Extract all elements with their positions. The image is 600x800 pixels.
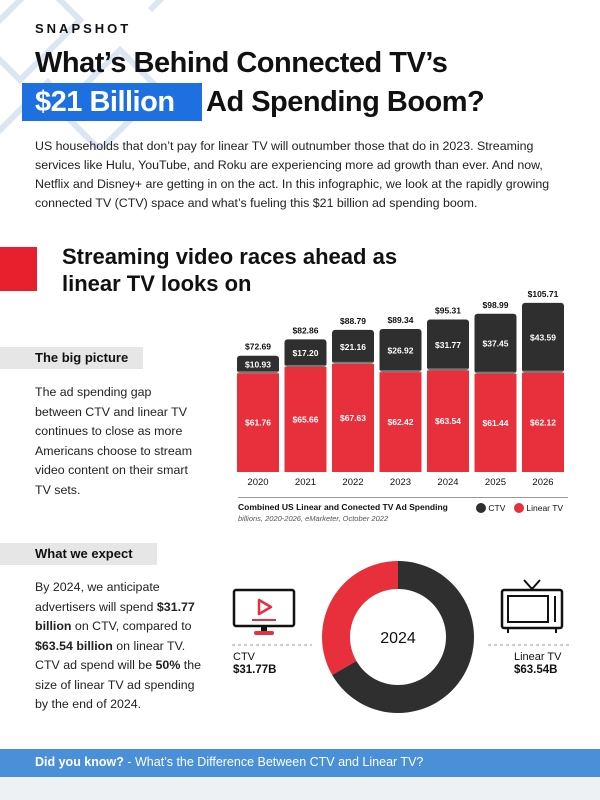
bar-linear-2023 xyxy=(379,372,422,472)
kicker: SNAPSHOT xyxy=(35,21,132,36)
linear-dash-line xyxy=(488,644,570,646)
did-you-know-label: Did you know? xyxy=(35,755,124,769)
bar-ctv-2025 xyxy=(474,313,517,374)
bar-ctv-2023 xyxy=(379,329,422,373)
donut-center-label: 2024 xyxy=(380,630,416,647)
legend-divider xyxy=(238,497,568,498)
donut-label-linear: Linear TV xyxy=(514,651,562,663)
expect-text: By 2024, we anticipate advertisers will … xyxy=(35,580,202,711)
data-label-total-2022: $88.79 xyxy=(340,316,366,326)
x-tick-2023: 2023 xyxy=(390,477,411,488)
data-label-ctv-2024: $31.77 xyxy=(435,340,461,350)
bar-linear-2025 xyxy=(474,373,517,472)
x-tick-2020: 2020 xyxy=(247,477,268,488)
legend-ctv-label: CTV xyxy=(488,503,506,513)
bar-separator-2022 xyxy=(332,361,374,364)
x-tick-2022: 2022 xyxy=(342,477,363,488)
chart-subtitle: billions, 2020-2026, eMarketer, October … xyxy=(238,514,389,523)
bar-ctv-2024 xyxy=(427,319,469,371)
donut-slice-linear-tv xyxy=(332,561,474,713)
big-picture-text: The ad spending gap between CTV and line… xyxy=(35,385,193,497)
did-you-know-bar xyxy=(0,749,600,777)
data-label-total-2024: $95.31 xyxy=(435,306,461,316)
title-highlight-box xyxy=(22,83,202,121)
data-label-ctv-2023: $26.92 xyxy=(388,346,414,356)
data-label-ctv-2025: $37.45 xyxy=(483,339,509,349)
data-label-linear-2020: $61.76 xyxy=(245,418,271,428)
donut-value-ctv: $31.77B xyxy=(233,664,277,676)
donut-value-linear: $63.54B xyxy=(514,664,558,676)
chart-caption: Combined US Linear and Conected TV Ad Sp… xyxy=(238,502,568,523)
page-title-line1: What’s Behind Connected TV’s xyxy=(35,47,448,79)
data-label-linear-2024: $63.54 xyxy=(435,416,461,426)
data-label-total-2020: $72.69 xyxy=(245,342,271,352)
bar-separator-2024 xyxy=(427,368,469,371)
bar-linear-2022 xyxy=(332,363,374,472)
data-label-linear-2026: $62.12 xyxy=(530,417,556,427)
bar-ctv-2020 xyxy=(237,355,279,374)
did-you-know-text: Did you know? - What’s the Difference Be… xyxy=(35,755,423,769)
intro-text: US households that don’t pay for linear … xyxy=(35,139,550,210)
bar-separator-2023 xyxy=(379,370,422,373)
title-highlight: $21 Billion xyxy=(35,86,175,118)
page-title-line2: Ad Spending Boom? xyxy=(206,86,485,118)
data-label-total-2021: $82.86 xyxy=(293,325,319,335)
donut-slice-ctv xyxy=(321,561,398,675)
retro-tv-icon xyxy=(500,579,564,633)
data-label-total-2026: $105.71 xyxy=(528,289,559,299)
legend-ctv-dot xyxy=(476,503,486,513)
data-label-ctv-2021: $17.20 xyxy=(293,348,319,358)
bar-linear-2021 xyxy=(284,366,327,472)
data-label-ctv-2026: $43.59 xyxy=(530,333,556,343)
did-you-know-link[interactable]: - What’s the Difference Between CTV and … xyxy=(123,755,424,769)
legend-ctv: CTV xyxy=(476,503,505,513)
bar-ctv-2026 xyxy=(522,302,564,373)
bar-ctv-2021 xyxy=(284,339,327,367)
x-tick-2021: 2021 xyxy=(295,477,316,488)
section-title: Streaming video races ahead as linear TV… xyxy=(62,244,398,296)
data-label-ctv-2020: $10.93 xyxy=(245,359,271,369)
x-tick-2026: 2026 xyxy=(532,477,553,488)
bar-linear-2020 xyxy=(237,373,279,472)
legend-linear-label: Linear TV xyxy=(526,503,564,513)
bar-linear-2026 xyxy=(522,372,564,472)
data-label-total-2023: $89.34 xyxy=(388,315,414,325)
donut-label-ctv: CTV xyxy=(233,651,255,663)
legend-linear-dot xyxy=(514,503,524,513)
bar-separator-2021 xyxy=(284,364,327,367)
data-label-linear-2023: $62.42 xyxy=(388,417,414,427)
bar-separator-2020 xyxy=(237,371,279,374)
bottom-strip xyxy=(0,777,600,800)
bar-separator-2025 xyxy=(474,371,517,374)
data-label-linear-2022: $67.63 xyxy=(340,413,366,423)
bar-linear-2024 xyxy=(427,370,469,472)
bar-separator-2026 xyxy=(522,370,564,373)
big-picture-tag: The big picture xyxy=(0,347,143,369)
data-label-linear-2025: $61.44 xyxy=(483,418,509,428)
x-tick-2024: 2024 xyxy=(437,477,458,488)
bar-ctv-2022 xyxy=(332,329,374,364)
expect-tag: What we expect xyxy=(0,543,157,565)
data-label-total-2025: $98.99 xyxy=(483,300,509,310)
monitor-play-icon xyxy=(232,588,296,635)
legend-linear: Linear TV xyxy=(514,503,563,513)
section-accent-block xyxy=(0,247,37,291)
ctv-dash-line xyxy=(232,644,312,646)
data-label-ctv-2022: $21.16 xyxy=(340,342,366,352)
x-tick-2025: 2025 xyxy=(485,477,506,488)
data-label-linear-2021: $65.66 xyxy=(293,414,319,424)
chart-title: Combined US Linear and Conected TV Ad Sp… xyxy=(238,502,448,512)
